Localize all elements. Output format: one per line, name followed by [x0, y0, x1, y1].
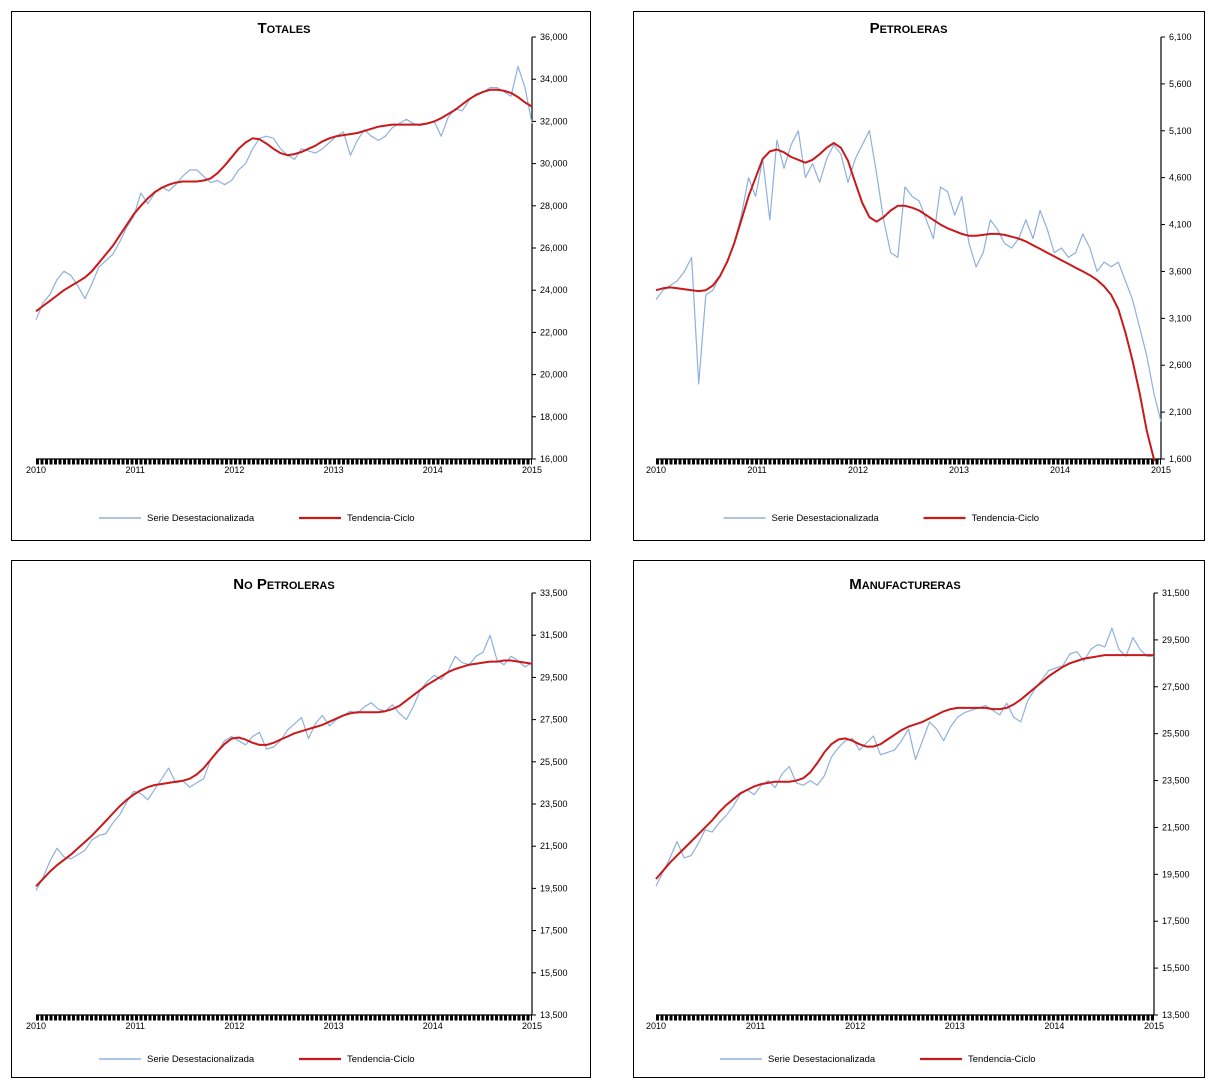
y-tick-label: 15,500 [540, 968, 568, 978]
y-tick-label: 34,000 [540, 74, 568, 84]
y-tick-label: 1,600 [1169, 454, 1192, 464]
legend-label-tendencia-ciclo: Tendencia-Ciclo [968, 1054, 1036, 1065]
chart-panel-manufactureras: Manufactureras 13,500 15,500 17,500 19,500 21… [633, 560, 1205, 1078]
y-tick-label: 2,100 [1169, 407, 1192, 417]
y-tick-label: 17,500 [540, 926, 568, 936]
y-tick-label: 19,500 [540, 883, 568, 893]
chart-title: Manufactureras [849, 576, 961, 593]
y-tick-label: 15,500 [1162, 963, 1190, 973]
y-tick-label: 24,000 [540, 285, 568, 295]
y-tick-label: 2,600 [1169, 360, 1192, 370]
y-tick-label: 20,000 [540, 370, 568, 380]
x-tick-label: 2013 [949, 465, 969, 475]
chart-panel-no-petroleras: No Petroleras 13,500 15,500 17,500 19,500 21,… [11, 560, 591, 1078]
x-tick-label: 2012 [224, 465, 244, 475]
y-tick-label: 22,000 [540, 327, 568, 337]
y-tick-label: 4,600 [1169, 173, 1192, 183]
y-tick-label: 36,000 [540, 32, 568, 42]
y-tick-label: 26,000 [540, 243, 568, 253]
y-tick-label: 27,500 [540, 715, 568, 725]
y-tick-label: 27,500 [1162, 682, 1190, 692]
x-tick-label: 2010 [26, 1021, 46, 1031]
series-line-desestacionalizada [655, 130, 1162, 422]
y-tick-label: 5,600 [1169, 79, 1192, 89]
y-tick-label: 19,500 [1162, 869, 1190, 879]
y-tick-label: 31,500 [540, 630, 568, 640]
y-tick-label: 17,500 [1162, 916, 1190, 926]
x-tick-label: 2012 [848, 465, 868, 475]
legend-label-tendencia-ciclo: Tendencia-Ciclo [347, 513, 415, 524]
x-tick-label: 2013 [324, 465, 344, 475]
y-tick-label: 18,000 [540, 412, 568, 422]
x-tick-label: 2014 [423, 1021, 443, 1031]
y-tick-label: 3,600 [1169, 266, 1192, 276]
chart-panel-petroleras: Petroleras 1,600 2,100 2,600 3,100 3,600 4,100… [633, 11, 1205, 541]
y-tick-label: 21,500 [540, 841, 568, 851]
y-tick-label: 29,500 [540, 672, 568, 682]
x-tick-label: 2011 [747, 465, 766, 475]
chart-panel-totales: Totales 16,000 18,000 20,000 22,000 24,000 26,… [11, 11, 591, 541]
y-tick-label: 3,100 [1169, 313, 1192, 323]
series-line-tendencia-ciclo [35, 659, 533, 887]
series-line-tendencia-ciclo [35, 88, 533, 313]
x-tick-label: 2010 [646, 465, 666, 475]
series-line-desestacionalizada [655, 627, 1154, 887]
y-tick-label: 5,100 [1169, 126, 1192, 136]
chart-title: Totales [258, 20, 311, 37]
x-tick-label: 2011 [126, 465, 145, 475]
x-tick-label: 2011 [126, 1021, 145, 1031]
chart-svg-petroleras: Petroleras 1,600 2,100 2,600 3,100 3,600 4,100… [646, 20, 1192, 524]
y-tick-label: 6,100 [1169, 32, 1192, 42]
legend-label-desestacionalizada: Serie Desestacionalizada [768, 1054, 876, 1065]
x-tick-label: 2015 [522, 465, 542, 475]
y-tick-label: 4,100 [1169, 220, 1192, 230]
y-tick-label: 25,500 [1162, 729, 1190, 739]
y-tick-label: 33,500 [540, 588, 568, 598]
x-tick-label: 2014 [1050, 465, 1070, 475]
x-tick-label: 2014 [1044, 1021, 1064, 1031]
x-tick-label: 2012 [224, 1021, 244, 1031]
series-line-desestacionalizada [35, 634, 533, 891]
chart-svg-no-petroleras: No Petroleras 13,500 15,500 17,500 19,500 21,… [26, 576, 568, 1065]
y-tick-label: 29,500 [1162, 635, 1190, 645]
x-tick-label: 2012 [845, 1021, 865, 1031]
y-tick-label: 30,000 [540, 159, 568, 169]
y-tick-label: 28,000 [540, 201, 568, 211]
y-tick-label: 25,500 [540, 757, 568, 767]
y-tick-label: 23,500 [540, 799, 568, 809]
x-tick-label: 2014 [423, 465, 443, 475]
y-tick-label: 31,500 [1162, 588, 1190, 598]
chart-title: No Petroleras [233, 576, 334, 593]
x-tick-label: 2013 [324, 1021, 344, 1031]
legend-label-tendencia-ciclo: Tendencia-Ciclo [347, 1054, 415, 1065]
x-tick-label: 2010 [646, 1021, 666, 1031]
y-tick-label: 32,000 [540, 116, 568, 126]
legend-label-desestacionalizada: Serie Desestacionalizada [147, 1054, 255, 1065]
x-tick-label: 2015 [522, 1021, 542, 1031]
x-tick-label: 2013 [945, 1021, 965, 1031]
y-tick-label: 21,500 [1162, 822, 1190, 832]
series-line-desestacionalizada [35, 65, 533, 320]
y-tick-label: 13,500 [1162, 1010, 1190, 1020]
x-tick-label: 2011 [746, 1021, 765, 1031]
chart-svg-manufactureras: Manufactureras 13,500 15,500 17,500 19,500 21… [646, 576, 1190, 1065]
legend-label-tendencia-ciclo: Tendencia-Ciclo [972, 513, 1040, 524]
chart-title: Petroleras [870, 20, 948, 37]
x-tick-label: 2010 [26, 465, 46, 475]
y-tick-label: 16,000 [540, 454, 568, 464]
y-tick-label: 13,500 [540, 1010, 568, 1020]
series-line-tendencia-ciclo [655, 654, 1154, 880]
x-tick-label: 2015 [1151, 465, 1171, 475]
legend-label-desestacionalizada: Serie Desestacionalizada [772, 513, 880, 524]
y-tick-label: 23,500 [1162, 776, 1190, 786]
legend-label-desestacionalizada: Serie Desestacionalizada [147, 513, 255, 524]
x-tick-label: 2015 [1144, 1021, 1164, 1031]
series-line-tendencia-ciclo [655, 142, 1156, 461]
chart-svg-totales: Totales 16,000 18,000 20,000 22,000 24,000 26,… [26, 20, 568, 524]
